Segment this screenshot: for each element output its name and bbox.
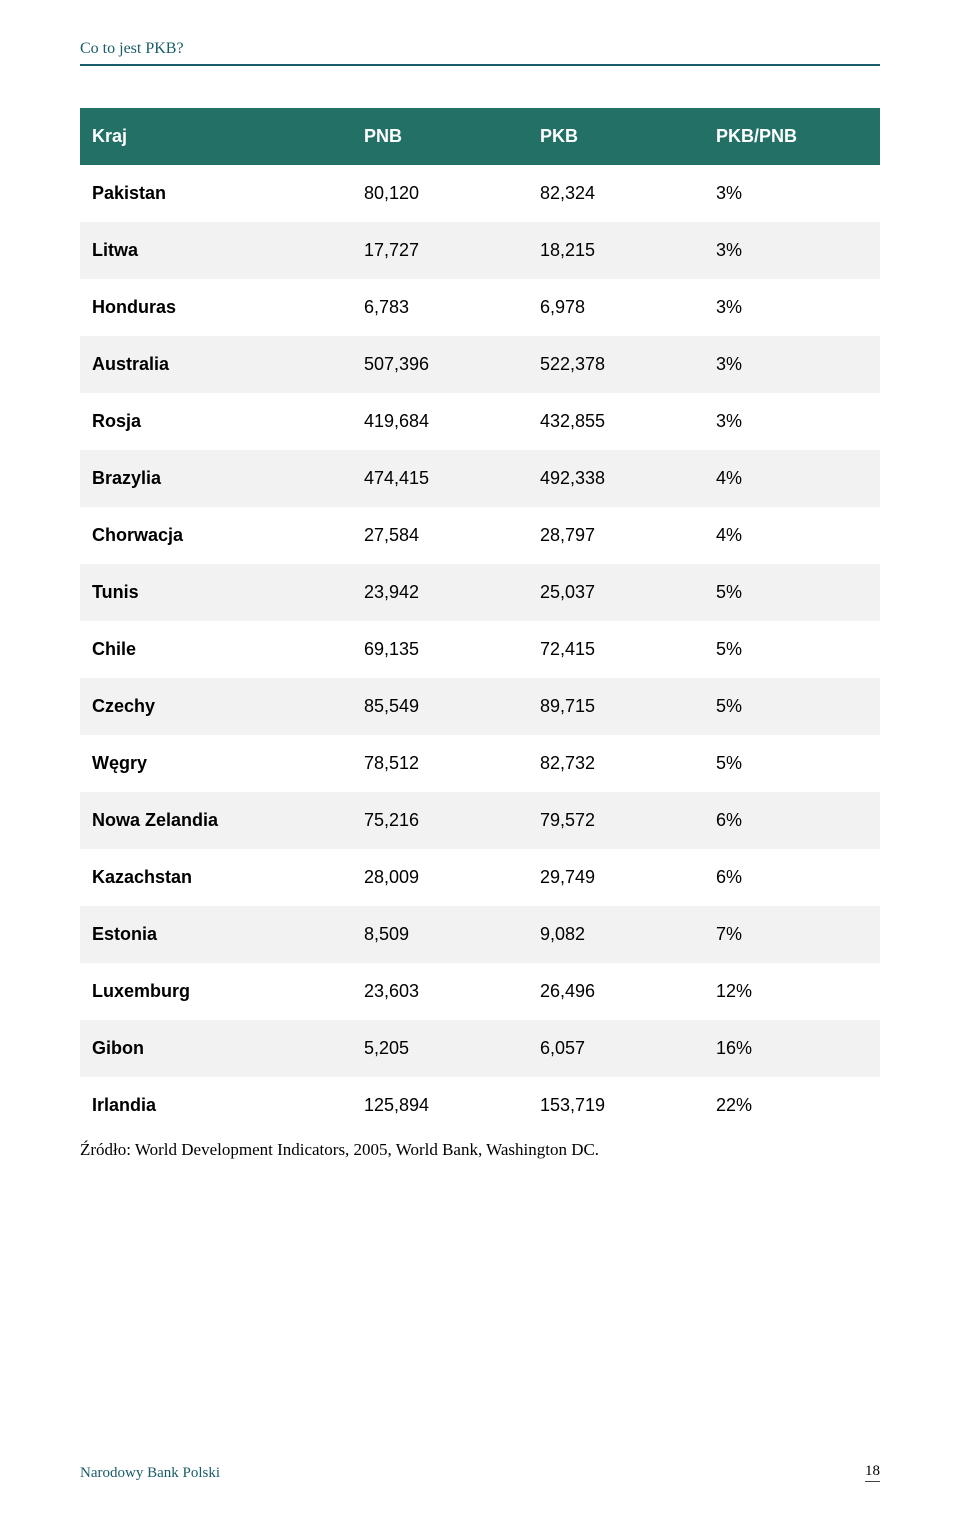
table-header-row: Kraj PNB PKB PKB/PNB — [80, 108, 880, 165]
cell-pnb: 17,727 — [352, 222, 528, 279]
cell-pnb: 419,684 — [352, 393, 528, 450]
table-row: Chile69,13572,4155% — [80, 621, 880, 678]
cell-ratio: 4% — [704, 507, 880, 564]
cell-pkb: 29,749 — [528, 849, 704, 906]
table-row: Kazachstan28,00929,7496% — [80, 849, 880, 906]
cell-kraj: Chile — [80, 621, 352, 678]
table-row: Węgry78,51282,7325% — [80, 735, 880, 792]
cell-kraj: Nowa Zelandia — [80, 792, 352, 849]
cell-ratio: 5% — [704, 735, 880, 792]
cell-pkb: 9,082 — [528, 906, 704, 963]
cell-ratio: 12% — [704, 963, 880, 1020]
table-row: Czechy85,54989,7155% — [80, 678, 880, 735]
cell-ratio: 6% — [704, 792, 880, 849]
table-row: Brazylia474,415492,3384% — [80, 450, 880, 507]
footer-publisher: Narodowy Bank Polski — [80, 1465, 220, 1482]
page-footer: Narodowy Bank Polski 18 — [80, 1463, 880, 1482]
table-row: Honduras6,7836,9783% — [80, 279, 880, 336]
cell-pnb: 5,205 — [352, 1020, 528, 1077]
col-header-kraj: Kraj — [80, 108, 352, 165]
cell-pkb: 153,719 — [528, 1077, 704, 1134]
cell-kraj: Estonia — [80, 906, 352, 963]
cell-kraj: Węgry — [80, 735, 352, 792]
cell-pkb: 72,415 — [528, 621, 704, 678]
cell-kraj: Gibon — [80, 1020, 352, 1077]
page-title: Co to jest PKB? — [80, 40, 184, 57]
cell-pkb: 25,037 — [528, 564, 704, 621]
table-row: Chorwacja27,58428,7974% — [80, 507, 880, 564]
table-row: Australia507,396522,3783% — [80, 336, 880, 393]
cell-pkb: 6,978 — [528, 279, 704, 336]
cell-pnb: 474,415 — [352, 450, 528, 507]
cell-ratio: 7% — [704, 906, 880, 963]
table-row: Nowa Zelandia75,21679,5726% — [80, 792, 880, 849]
cell-pkb: 89,715 — [528, 678, 704, 735]
cell-pnb: 507,396 — [352, 336, 528, 393]
cell-pkb: 522,378 — [528, 336, 704, 393]
cell-pkb: 492,338 — [528, 450, 704, 507]
cell-kraj: Chorwacja — [80, 507, 352, 564]
cell-pkb: 79,572 — [528, 792, 704, 849]
cell-pnb: 80,120 — [352, 165, 528, 222]
table-row: Rosja419,684432,8553% — [80, 393, 880, 450]
cell-ratio: 6% — [704, 849, 880, 906]
cell-kraj: Kazachstan — [80, 849, 352, 906]
cell-kraj: Brazylia — [80, 450, 352, 507]
table-row: Gibon5,2056,05716% — [80, 1020, 880, 1077]
cell-pnb: 23,603 — [352, 963, 528, 1020]
cell-pkb: 82,732 — [528, 735, 704, 792]
cell-pnb: 85,549 — [352, 678, 528, 735]
cell-ratio: 3% — [704, 336, 880, 393]
cell-pnb: 27,584 — [352, 507, 528, 564]
cell-ratio: 3% — [704, 279, 880, 336]
cell-pnb: 6,783 — [352, 279, 528, 336]
cell-pkb: 6,057 — [528, 1020, 704, 1077]
cell-ratio: 5% — [704, 678, 880, 735]
cell-ratio: 16% — [704, 1020, 880, 1077]
cell-kraj: Luxemburg — [80, 963, 352, 1020]
page-header: Co to jest PKB? — [80, 40, 880, 66]
cell-pkb: 82,324 — [528, 165, 704, 222]
table-body: Pakistan80,12082,3243%Litwa17,72718,2153… — [80, 165, 880, 1134]
cell-kraj: Irlandia — [80, 1077, 352, 1134]
cell-pkb: 18,215 — [528, 222, 704, 279]
cell-ratio: 3% — [704, 222, 880, 279]
cell-kraj: Honduras — [80, 279, 352, 336]
cell-pnb: 78,512 — [352, 735, 528, 792]
cell-ratio: 5% — [704, 564, 880, 621]
cell-pkb: 26,496 — [528, 963, 704, 1020]
cell-kraj: Rosja — [80, 393, 352, 450]
col-header-ratio: PKB/PNB — [704, 108, 880, 165]
cell-pnb: 28,009 — [352, 849, 528, 906]
cell-ratio: 4% — [704, 450, 880, 507]
table-row: Luxemburg23,60326,49612% — [80, 963, 880, 1020]
data-table: Kraj PNB PKB PKB/PNB Pakistan80,12082,32… — [80, 108, 880, 1134]
cell-ratio: 5% — [704, 621, 880, 678]
table-row: Irlandia125,894153,71922% — [80, 1077, 880, 1134]
cell-kraj: Australia — [80, 336, 352, 393]
cell-ratio: 3% — [704, 165, 880, 222]
cell-pnb: 23,942 — [352, 564, 528, 621]
cell-pkb: 28,797 — [528, 507, 704, 564]
cell-kraj: Pakistan — [80, 165, 352, 222]
cell-pnb: 8,509 — [352, 906, 528, 963]
table-row: Litwa17,72718,2153% — [80, 222, 880, 279]
cell-kraj: Litwa — [80, 222, 352, 279]
table-row: Tunis23,94225,0375% — [80, 564, 880, 621]
table-row: Pakistan80,12082,3243% — [80, 165, 880, 222]
cell-ratio: 22% — [704, 1077, 880, 1134]
cell-pnb: 75,216 — [352, 792, 528, 849]
cell-pnb: 69,135 — [352, 621, 528, 678]
col-header-pnb: PNB — [352, 108, 528, 165]
table-row: Estonia8,5099,0827% — [80, 906, 880, 963]
source-citation: Źródło: World Development Indicators, 20… — [80, 1140, 880, 1160]
footer-page-number: 18 — [865, 1463, 880, 1482]
cell-kraj: Tunis — [80, 564, 352, 621]
cell-kraj: Czechy — [80, 678, 352, 735]
col-header-pkb: PKB — [528, 108, 704, 165]
cell-pkb: 432,855 — [528, 393, 704, 450]
cell-ratio: 3% — [704, 393, 880, 450]
cell-pnb: 125,894 — [352, 1077, 528, 1134]
